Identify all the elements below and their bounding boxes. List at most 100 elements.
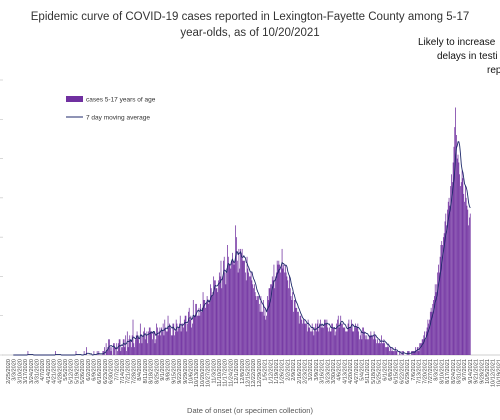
case-bar — [255, 296, 257, 355]
case-bar — [262, 300, 264, 355]
case-bar — [352, 331, 354, 355]
legend: cases 5-17 years of age 7 day moving ave… — [66, 96, 156, 122]
x-tick-label: 4/13/2021 — [342, 359, 348, 384]
x-tick-label: 10/5/2021 — [485, 359, 491, 384]
case-bar — [379, 339, 381, 355]
case-bar — [192, 300, 194, 355]
case-bar — [258, 303, 260, 355]
x-tick-label: 9/14/2021 — [468, 359, 474, 384]
case-bar — [440, 245, 442, 355]
case-bar — [144, 327, 145, 355]
case-bar — [215, 288, 217, 355]
x-tick-label: 12/8/2020 — [240, 359, 246, 384]
case-bar — [390, 347, 391, 355]
legend-bars-label: cases 5-17 years of age — [86, 97, 156, 104]
case-bar — [386, 347, 388, 355]
case-bar — [302, 323, 303, 355]
x-tick-label: 5/12/2020 — [69, 359, 75, 384]
case-bar — [133, 343, 135, 355]
case-bar — [191, 327, 193, 355]
case-bar — [429, 311, 431, 355]
case-bar — [122, 339, 124, 355]
case-bar — [253, 288, 254, 355]
case-bar — [174, 335, 175, 355]
x-tick-label: 11/10/2020 — [217, 359, 223, 387]
case-bar — [167, 315, 169, 355]
case-bar — [267, 300, 269, 355]
case-bar — [275, 272, 277, 355]
x-tick-label: 1/19/2021 — [274, 359, 280, 384]
x-tick-label: 4/7/2020 — [40, 359, 46, 381]
case-bar — [129, 335, 131, 355]
case-bar — [468, 225, 469, 355]
case-bar — [111, 347, 113, 355]
case-bar — [304, 323, 306, 355]
case-bar — [128, 339, 130, 355]
x-tick-label: 11/17/2020 — [223, 359, 229, 387]
case-bar — [447, 209, 448, 355]
case-bar — [353, 331, 355, 355]
case-bar — [396, 351, 398, 355]
annotation-line-3: rep — [487, 65, 500, 76]
case-bar — [236, 260, 238, 355]
case-bar — [160, 335, 162, 355]
case-bar — [359, 339, 360, 355]
case-bar — [431, 311, 433, 355]
case-bar — [153, 331, 155, 355]
case-bar — [151, 331, 153, 355]
case-bar — [297, 311, 298, 355]
case-bar — [166, 331, 168, 355]
x-tick-label: 9/15/2020 — [171, 359, 177, 384]
case-bar — [368, 335, 370, 355]
case-bar — [170, 335, 172, 355]
case-bar — [377, 343, 379, 355]
x-tick-label: 1/26/2021 — [280, 359, 286, 384]
x-tick-label: 10/27/2020 — [206, 359, 212, 387]
case-bar — [263, 315, 265, 355]
case-bar — [456, 135, 457, 355]
case-bar — [241, 248, 243, 355]
case-bar — [205, 307, 206, 355]
case-bar — [259, 311, 261, 355]
case-bar — [395, 351, 397, 355]
case-bar — [453, 146, 455, 355]
case-bar — [291, 300, 293, 355]
case-bar — [221, 288, 223, 355]
case-bar — [289, 288, 291, 355]
case-bar — [170, 327, 171, 355]
case-bar — [216, 288, 218, 355]
case-bar — [232, 260, 234, 355]
x-tick-label: 3/3/2020 — [12, 359, 18, 381]
case-bar — [139, 343, 140, 355]
case-bar — [273, 264, 275, 355]
x-tick-label: 3/10/2020 — [17, 359, 23, 384]
case-bar — [120, 351, 122, 355]
case-bar — [145, 335, 147, 355]
case-bar — [276, 260, 278, 355]
case-bar — [137, 335, 139, 355]
case-bar — [188, 307, 190, 355]
case-bar — [311, 331, 312, 355]
case-bar — [157, 327, 158, 355]
case-bar — [446, 225, 447, 355]
case-bar — [381, 343, 383, 355]
case-bar — [238, 248, 240, 355]
case-bar — [306, 323, 307, 355]
case-bar — [313, 335, 315, 355]
x-tick-label: 6/22/2021 — [399, 359, 405, 384]
case-bar — [271, 276, 273, 355]
case-bar — [195, 303, 197, 355]
x-tick-label: 9/21/2021 — [474, 359, 480, 384]
case-bar — [119, 339, 121, 355]
case-bar — [210, 284, 211, 355]
case-bar — [314, 327, 316, 355]
case-bar — [257, 296, 259, 355]
case-bar — [457, 154, 459, 355]
case-bar — [325, 323, 327, 355]
case-bar — [114, 347, 116, 355]
x-tick-label: 7/21/2020 — [126, 359, 132, 384]
case-bar — [109, 339, 110, 355]
x-tick-label: 6/9/2020 — [92, 359, 98, 381]
case-bar — [196, 303, 197, 355]
